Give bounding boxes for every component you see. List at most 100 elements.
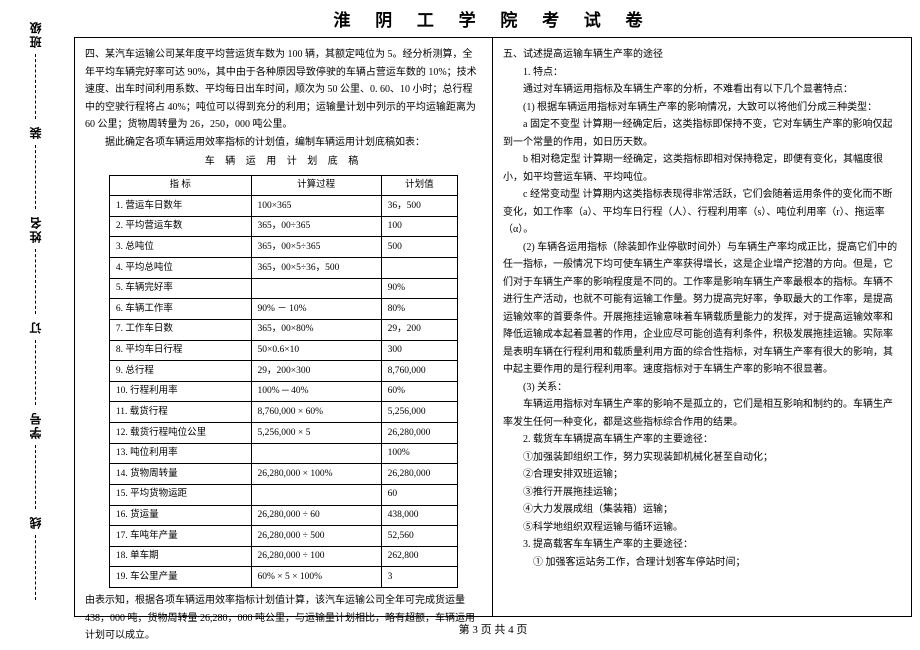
page-title: 淮 阴 工 学 院 考 试 卷 — [74, 6, 912, 31]
r-p1d: b 相对稳定型 计算期一经确定，这类指标即相对保持稳定，即便有变化，其幅度很小，… — [503, 151, 901, 186]
binding-line — [35, 54, 36, 119]
table-row: 16. 货运量26,280,000 ÷ 60438,000 — [109, 505, 457, 526]
table-cell: 52,560 — [381, 526, 458, 547]
r-p1: 1. 特点： — [503, 64, 901, 82]
table-cell: 5. 车辆完好率 — [109, 278, 251, 299]
table-cell: 26,280,000 ÷ 100 — [251, 546, 381, 567]
binding-mark-2: 订 — [27, 320, 44, 334]
table-cell — [251, 278, 381, 299]
table-cell: 365，00÷365 — [251, 216, 381, 237]
table-cell: 365，00×80% — [251, 319, 381, 340]
content-frame: 四、某汽车运输公司某年度平均营运货车数为 100 辆，其额定吨位为 5。经分析测… — [74, 37, 912, 617]
binding-line — [35, 249, 36, 314]
binding-line — [35, 340, 36, 405]
table-cell: 14. 货物周转量 — [109, 464, 251, 485]
table-cell: 8. 平均车日行程 — [109, 340, 251, 361]
table-cell: 60% × 5 × 100% — [251, 567, 381, 588]
table-cell: 3. 总吨位 — [109, 237, 251, 258]
table-cell: 19. 车公里产量 — [109, 567, 251, 588]
r-p4a: ①加强装卸组织工作，努力实现装卸机械化甚至自动化； — [503, 449, 901, 467]
th-value: 计划值 — [381, 175, 458, 196]
r-p5: 3. 提高载客车车辆生产率的主要途径： — [503, 536, 901, 554]
table-cell: 15. 平均货物运距 — [109, 484, 251, 505]
table-row: 6. 车辆工作率90% － 10%80% — [109, 299, 457, 320]
table-cell: 26,280,000 ÷ 500 — [251, 526, 381, 547]
r-p4: 2. 载货车车辆提高车辆生产率的主要途径： — [503, 431, 901, 449]
binding-label-class: 班级 — [27, 20, 44, 48]
table-row: 3. 总吨位365，00×5÷365500 — [109, 237, 457, 258]
binding-label-id: 学号 — [27, 411, 44, 439]
right-column: 五、试述提高运输车辆生产率的途径 1. 特点： 通过对车辆运用指标及车辆生产率的… — [493, 38, 911, 616]
table-cell: 60% — [381, 381, 458, 402]
table-row: 14. 货物周转量26,280,000 × 100%26,280,000 — [109, 464, 457, 485]
r-p3a: 车辆运用指标对车辆生产率的影响不是孤立的，它们是相互影响和制约的。车辆生产率发生… — [503, 396, 901, 431]
table-cell: 438,000 — [381, 505, 458, 526]
table-cell: 26,280,000 × 100% — [251, 464, 381, 485]
binding-line — [35, 145, 36, 210]
table-cell: 26,280,000 — [381, 423, 458, 444]
r-p4e: ⑤科学地组织双程运输与循环运输。 — [503, 519, 901, 537]
table-cell: 11. 载货行程 — [109, 402, 251, 423]
r-p4c: ③推行开展拖挂运输； — [503, 484, 901, 502]
table-cell: 36，500 — [381, 196, 458, 217]
table-cell: 100 — [381, 216, 458, 237]
table-row: 4. 平均总吨位365，00×5÷36，500 — [109, 258, 457, 279]
r-p1c: a 固定不变型 计算期一经确定后，这类指标即保持不变，它对车辆生产率的影响仅起到… — [503, 116, 901, 151]
q5-title: 五、试述提高运输车辆生产率的途径 — [503, 46, 901, 64]
table-row: 11. 载货行程8,760,000 × 60%5,256,000 — [109, 402, 457, 423]
table-cell: 100% — [381, 443, 458, 464]
calc-table: 指 标 计算过程 计划值 1. 营运车日数年100×36536，5002. 平均… — [109, 175, 458, 589]
table-row: 7. 工作车日数365，00×80%29，200 — [109, 319, 457, 340]
table-cell: 13. 吨位利用率 — [109, 443, 251, 464]
table-cell: 16. 货运量 — [109, 505, 251, 526]
table-cell: 26,280,000 — [381, 464, 458, 485]
table-cell: 60 — [381, 484, 458, 505]
table-cell: 90% — [381, 278, 458, 299]
table-cell: 6. 车辆工作率 — [109, 299, 251, 320]
table-row: 13. 吨位利用率 100% — [109, 443, 457, 464]
table-cell — [381, 258, 458, 279]
table-cell: 9. 总行程 — [109, 361, 251, 382]
binding-line — [35, 535, 36, 600]
table-row: 8. 平均车日行程50×0.6×10300 — [109, 340, 457, 361]
r-p1a: 通过对车辆运用指标及车辆生产率的分析，不难看出有以下几个显著特点： — [503, 81, 901, 99]
table-cell: 5,256,000 — [381, 402, 458, 423]
table-cell: 500 — [381, 237, 458, 258]
table-row: 18. 单车期26,280,000 ÷ 100262,800 — [109, 546, 457, 567]
table-cell: 100×365 — [251, 196, 381, 217]
table-cell: 8,760,000 — [381, 361, 458, 382]
table-cell: 18. 单车期 — [109, 546, 251, 567]
table-row: 10. 行程利用率100% ─ 40%60% — [109, 381, 457, 402]
table-cell: 5,256,000 × 5 — [251, 423, 381, 444]
table-cell: 26,280,000 ÷ 60 — [251, 505, 381, 526]
table-cell: 7. 工作车日数 — [109, 319, 251, 340]
r-p2: (2) 车辆各运用指标（除装卸作业停歇时间外）与车辆生产率均成正比，提高它们中的… — [503, 239, 901, 379]
table-row: 9. 总行程29，200×3008,760,000 — [109, 361, 457, 382]
binding-line — [35, 445, 36, 510]
binding-mark-3: 线 — [27, 515, 44, 529]
q4-para1: 四、某汽车运输公司某年度平均营运货车数为 100 辆，其额定吨位为 5。经分析测… — [85, 46, 482, 134]
table-cell — [251, 443, 381, 464]
table-cell: 50×0.6×10 — [251, 340, 381, 361]
binding-label-name: 姓名 — [27, 215, 44, 243]
r-p5a: ① 加强客运站务工作，合理计划客车停站时间； — [503, 554, 901, 572]
r-p4b: ②合理安排双班运输； — [503, 466, 901, 484]
q4-para3: 由表示知，根据各项车辆运用效率指标计划值计算，该汽车运输公司全年可完成货运量 4… — [85, 592, 482, 645]
th-process: 计算过程 — [251, 175, 381, 196]
table-row: 5. 车辆完好率 90% — [109, 278, 457, 299]
table-cell: 80% — [381, 299, 458, 320]
table-row: 19. 车公里产量60% × 5 × 100%3 — [109, 567, 457, 588]
table-row: 17. 车吨年产量26,280,000 ÷ 50052,560 — [109, 526, 457, 547]
table-cell: 100% ─ 40% — [251, 381, 381, 402]
table-cell: 90% － 10% — [251, 299, 381, 320]
table-cell: 29，200 — [381, 319, 458, 340]
table-row: 2. 平均营运车数365，00÷365100 — [109, 216, 457, 237]
page-content: 淮 阴 工 学 院 考 试 卷 四、某汽车运输公司某年度平均营运货车数为 100… — [74, 6, 912, 626]
binding-strip: 班级 装 姓名 订 学号 线 — [0, 0, 70, 620]
table-cell: 1. 营运车日数年 — [109, 196, 251, 217]
table-row: 1. 营运车日数年100×36536，500 — [109, 196, 457, 217]
table-cell: 8,760,000 × 60% — [251, 402, 381, 423]
r-p1b: (1) 根据车辆运用指标对车辆生产率的影响情况，大致可以将他们分成三种类型： — [503, 99, 901, 117]
table-cell: 29，200×300 — [251, 361, 381, 382]
r-p4d: ④大力发展成组（集装箱）运输； — [503, 501, 901, 519]
